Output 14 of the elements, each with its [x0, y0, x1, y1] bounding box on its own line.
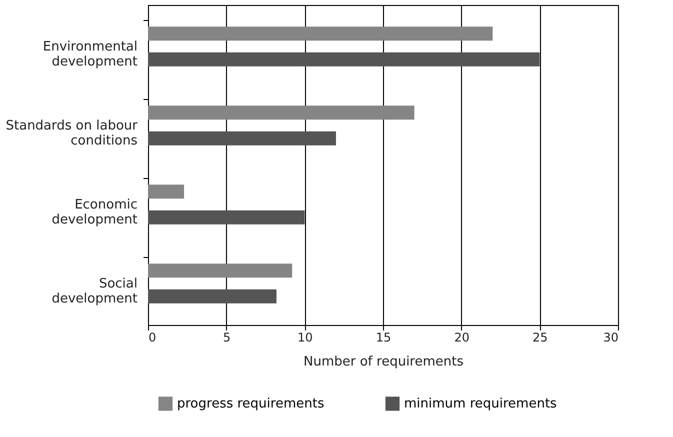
y-tick-label: Environmental development — [42, 39, 138, 70]
x-axis-title: Number of requirements — [303, 354, 464, 370]
x-tick-label: 25 — [532, 330, 548, 344]
x-tick-label: 0 — [148, 330, 156, 344]
y-tick-label: Economic development — [52, 198, 138, 228]
legend-label: minimum requirements — [404, 396, 558, 412]
x-tick-label: 20 — [454, 330, 470, 344]
y-tick-label: Standards on labour conditions — [6, 118, 138, 148]
x-tick-label: 30 — [603, 330, 618, 344]
x-tick-label: 10 — [298, 330, 313, 344]
x-tick-label: 15 — [376, 330, 392, 344]
y-tick-label: Social development — [52, 276, 138, 307]
legend-label: progress requirements — [177, 396, 324, 412]
x-tick-label: 5 — [223, 330, 231, 344]
